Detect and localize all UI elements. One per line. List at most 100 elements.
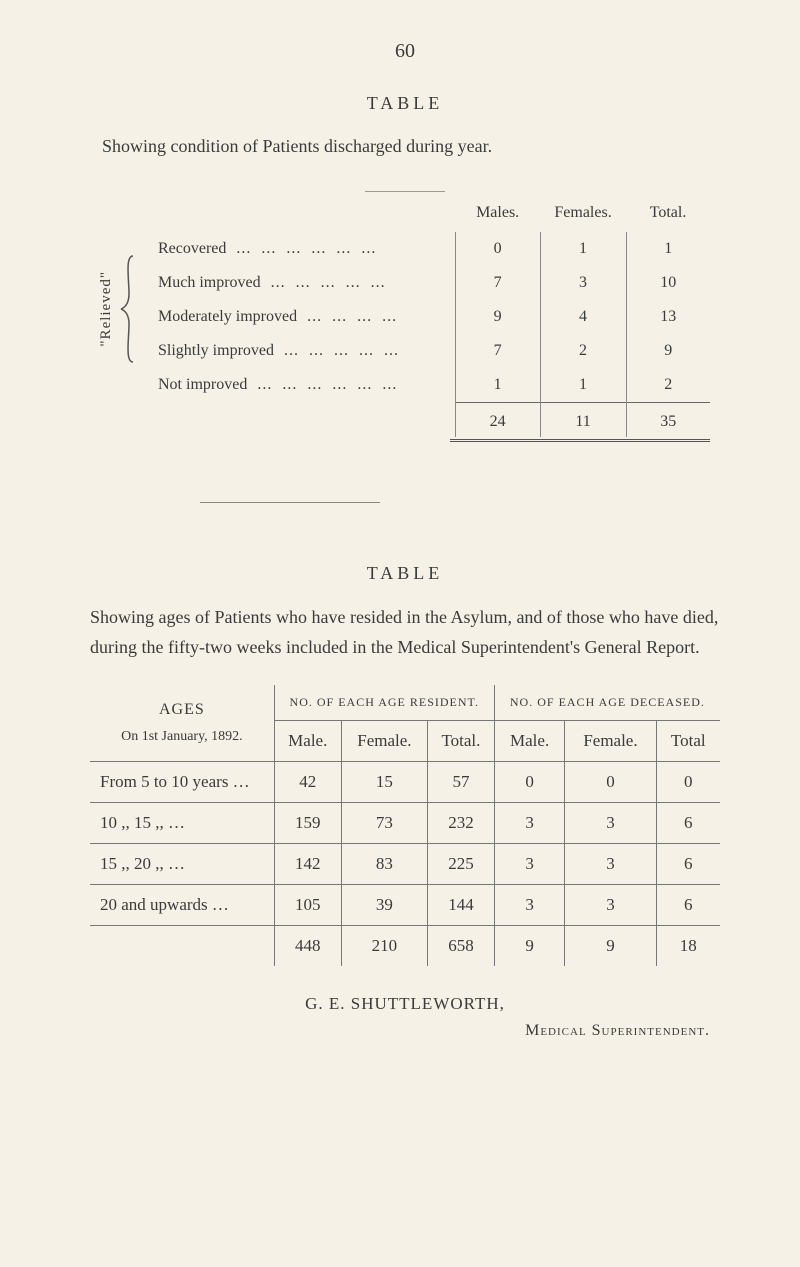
table1-wrap: "Relieved" Males. Females. Total. Recove… (150, 200, 710, 442)
group-head-resident: NO. OF EACH AGE RESIDENT. (274, 685, 494, 721)
table2-totals-row: 448 210 658 9 9 18 (90, 925, 720, 966)
page-number: 60 (90, 40, 720, 63)
group-head-deceased: NO. OF EACH AGE DECEASED. (494, 685, 720, 721)
total-cell: 24 (455, 402, 540, 437)
table2-intro: Showing ages of Patients who have reside… (90, 602, 720, 663)
total-cell: 11 (540, 402, 626, 437)
cell: 7 (455, 334, 540, 368)
table2: AGES On 1st January, 1892. NO. OF EACH A… (90, 685, 720, 966)
table1-heading: TABLE (90, 93, 720, 114)
subcol: Male. (494, 720, 565, 761)
cell: 3 (494, 884, 565, 925)
cell: 0 (656, 761, 720, 802)
cell: 225 (428, 843, 495, 884)
cell: 83 (341, 843, 427, 884)
cell: 73 (341, 802, 427, 843)
row-label: 20 and upwards … (90, 884, 274, 925)
table1-row: Slightly improved 7 2 9 (150, 334, 710, 368)
cell: 7 (455, 266, 540, 300)
row-label: Moderately improved (158, 308, 297, 325)
row-label: Recovered (158, 240, 226, 257)
total-cell: 9 (494, 925, 565, 966)
cell: 3 (494, 802, 565, 843)
cell: 3 (565, 884, 656, 925)
table1-intro: Showing condition of Patients discharged… (90, 132, 720, 161)
table1-row: Not improved 1 1 2 (150, 368, 710, 403)
signature-name: G. E. SHUTTLEWORTH, (90, 994, 720, 1014)
cell: 6 (656, 884, 720, 925)
cell: 2 (626, 368, 710, 403)
cell: 6 (656, 843, 720, 884)
row-label: Not improved (158, 376, 247, 393)
cell: 6 (656, 802, 720, 843)
cell: 3 (565, 843, 656, 884)
cell: 57 (428, 761, 495, 802)
row-label: 15 ,, 20 ,, … (90, 843, 274, 884)
cell: 142 (274, 843, 341, 884)
cell: 39 (341, 884, 427, 925)
rule-short (365, 191, 445, 192)
table1-row: Moderately improved 9 4 13 (150, 300, 710, 334)
table1-header-row: Males. Females. Total. (150, 200, 710, 232)
page: 60 TABLE Showing condition of Patients d… (0, 0, 800, 1080)
table2-heading: TABLE (90, 563, 720, 584)
subcol: Female. (565, 720, 656, 761)
total-cell: 658 (428, 925, 495, 966)
subcol: Male. (274, 720, 341, 761)
cell: 105 (274, 884, 341, 925)
cell: 42 (274, 761, 341, 802)
cell: 1 (626, 232, 710, 266)
cell: 3 (494, 843, 565, 884)
cell: 1 (540, 232, 626, 266)
cell: 3 (565, 802, 656, 843)
double-rule (450, 439, 710, 442)
table1-totals-row: 24 11 35 (150, 402, 710, 437)
ages-head-line2: On 1st January, 1892. (121, 729, 243, 744)
cell: 0 (565, 761, 656, 802)
cell: 0 (494, 761, 565, 802)
table1: Males. Females. Total. Recovered 0 1 1 M… (150, 200, 710, 437)
row-label: Slightly improved (158, 342, 274, 359)
cell: 144 (428, 884, 495, 925)
table2-row: 20 and upwards … 105 39 144 3 3 6 (90, 884, 720, 925)
table2-header-row-1: AGES On 1st January, 1892. NO. OF EACH A… (90, 685, 720, 721)
col-males: Males. (455, 200, 540, 232)
cell: 159 (274, 802, 341, 843)
cell: 0 (455, 232, 540, 266)
cell: 10 (626, 266, 710, 300)
row-label: Much improved (158, 274, 261, 291)
cell: 13 (626, 300, 710, 334)
ages-head-line1: AGES (159, 701, 205, 718)
total-cell: 18 (656, 925, 720, 966)
cell: 9 (455, 300, 540, 334)
rule-mid (200, 502, 380, 503)
subcol: Total. (428, 720, 495, 761)
brace-icon (119, 254, 137, 364)
total-cell: 35 (626, 402, 710, 437)
table2-row: 10 ,, 15 ,, … 159 73 232 3 3 6 (90, 802, 720, 843)
total-cell: 210 (341, 925, 427, 966)
cell: 2 (540, 334, 626, 368)
signature-title: Medical Superintendent. (90, 1022, 710, 1040)
col-total: Total. (626, 200, 710, 232)
cell: 3 (540, 266, 626, 300)
row-label: 10 ,, 15 ,, … (90, 802, 274, 843)
ages-head: AGES On 1st January, 1892. (90, 685, 274, 762)
cell: 4 (540, 300, 626, 334)
cell: 9 (626, 334, 710, 368)
brace-label: "Relieved" (98, 271, 115, 347)
subcol: Female. (341, 720, 427, 761)
table1-row: Much improved 7 3 10 (150, 266, 710, 300)
col-females: Females. (540, 200, 626, 232)
brace: "Relieved" (98, 254, 137, 364)
total-cell: 448 (274, 925, 341, 966)
cell: 15 (341, 761, 427, 802)
total-cell: 9 (565, 925, 656, 966)
cell: 1 (540, 368, 626, 403)
cell: 232 (428, 802, 495, 843)
row-label: From 5 to 10 years … (90, 761, 274, 802)
subcol: Total (656, 720, 720, 761)
table2-row: 15 ,, 20 ,, … 142 83 225 3 3 6 (90, 843, 720, 884)
table1-row: Recovered 0 1 1 (150, 232, 710, 266)
cell: 1 (455, 368, 540, 403)
